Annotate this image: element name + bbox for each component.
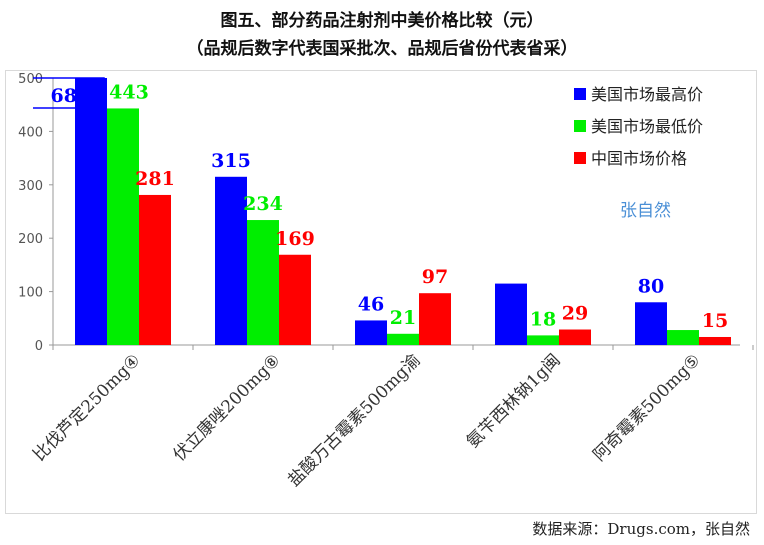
data-label: 315 bbox=[211, 150, 251, 172]
label-box bbox=[33, 77, 105, 109]
bar bbox=[247, 220, 279, 345]
legend-swatch bbox=[574, 88, 586, 100]
x-tick-label: 比伐芦定250mg④ bbox=[29, 350, 144, 465]
bar bbox=[75, 78, 107, 345]
y-tick-label: 300 bbox=[18, 179, 43, 194]
x-tick-label: 阿奇霉素500mg⑤ bbox=[589, 350, 704, 465]
source-note: 数据来源：Drugs.com，张自然 bbox=[532, 520, 750, 538]
y-tick-label: 200 bbox=[18, 232, 43, 247]
y-tick-label: 500 bbox=[18, 72, 43, 87]
data-label: 234 bbox=[243, 193, 283, 215]
bar bbox=[699, 336, 731, 345]
chart-title: 图五、部分药品注射剂中美价格比较（元） bbox=[220, 11, 544, 31]
bar bbox=[635, 302, 667, 345]
y-tick-label: 400 bbox=[18, 125, 43, 140]
chart-subtitle: （品规后数字代表国采批次、品规后省份代表省采） bbox=[186, 39, 578, 59]
bar bbox=[215, 176, 247, 345]
bar bbox=[355, 320, 387, 345]
bar bbox=[279, 254, 311, 345]
data-label: 281 bbox=[135, 168, 175, 190]
data-label: 443 bbox=[109, 81, 149, 103]
legend-label: 中国市场价格 bbox=[591, 149, 687, 168]
bar bbox=[107, 108, 139, 345]
data-label: 21 bbox=[390, 307, 416, 329]
data-label: 80 bbox=[638, 275, 664, 297]
x-tick-label: 伏立康唑200mg⑧ bbox=[169, 350, 284, 465]
data-label: 6896 bbox=[51, 85, 104, 107]
bar bbox=[495, 283, 527, 345]
data-label: 29 bbox=[562, 303, 588, 325]
y-tick-label: 100 bbox=[18, 286, 43, 301]
y-tick-label: 0 bbox=[35, 339, 43, 354]
data-label: 97 bbox=[422, 266, 448, 288]
watermark: 张自然 bbox=[620, 201, 671, 221]
data-label: 46 bbox=[358, 293, 384, 315]
bar bbox=[667, 330, 699, 345]
x-tick-label: 盐酸万古霉素500mg渝 bbox=[284, 350, 424, 490]
bar bbox=[387, 333, 419, 345]
legend-swatch bbox=[574, 120, 586, 132]
bar bbox=[559, 329, 591, 345]
bar bbox=[419, 293, 451, 345]
legend-swatch bbox=[574, 152, 586, 164]
chart-frame bbox=[5, 70, 757, 514]
legend-label: 美国市场最高价 bbox=[591, 85, 703, 104]
bar bbox=[139, 194, 171, 345]
x-tick-label: 氨苄西林钠1g闽 bbox=[463, 350, 565, 452]
data-label: 18 bbox=[530, 308, 556, 330]
data-label: 169 bbox=[275, 228, 315, 250]
bar bbox=[527, 335, 559, 345]
data-label: 15 bbox=[702, 310, 728, 332]
legend-label: 美国市场最低价 bbox=[591, 117, 703, 136]
